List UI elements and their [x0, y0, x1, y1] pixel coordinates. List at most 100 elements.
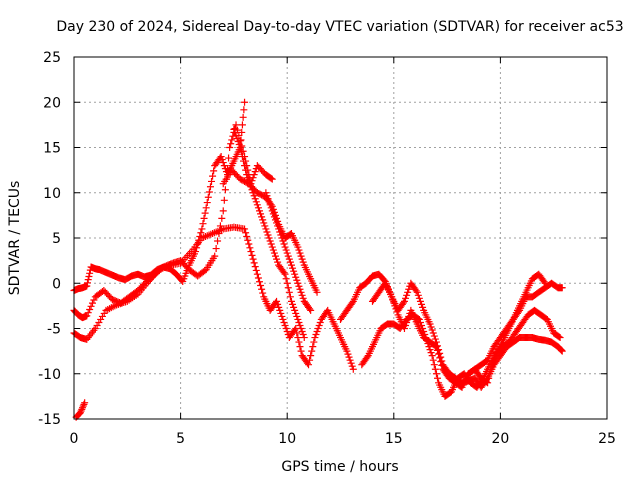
data-point	[299, 294, 307, 302]
data-point	[434, 342, 442, 350]
data-point	[246, 180, 254, 188]
x-tick-label: 20	[491, 431, 509, 447]
data-point	[305, 361, 313, 369]
data-point	[416, 318, 424, 326]
data-point	[83, 282, 91, 290]
data-point	[250, 171, 258, 179]
data-point	[294, 315, 302, 323]
data-point	[239, 157, 247, 165]
data-point	[218, 214, 226, 222]
y-tick-label: 25	[43, 50, 61, 66]
data-point	[203, 199, 211, 207]
data-point	[239, 113, 247, 121]
data-point	[252, 266, 260, 274]
data-point	[313, 328, 321, 336]
data-point	[298, 291, 306, 299]
data-point	[344, 350, 352, 358]
data-point	[232, 121, 240, 129]
data-point	[286, 258, 294, 266]
data-point	[263, 228, 271, 236]
data-point	[76, 409, 84, 417]
data-point	[296, 249, 304, 257]
data-point	[257, 210, 265, 218]
data-point	[245, 177, 253, 185]
data-point	[415, 294, 423, 302]
y-tick-label: 20	[43, 95, 61, 111]
data-point	[345, 353, 353, 361]
data-point	[422, 334, 430, 342]
data-point	[432, 370, 440, 378]
data-point	[250, 192, 258, 200]
data-point	[218, 156, 226, 164]
chart-title: Day 230 of 2024, Sidereal Day-to-day VTE…	[56, 19, 623, 35]
data-point	[431, 335, 439, 343]
data-point	[277, 309, 285, 317]
data-point	[245, 240, 253, 248]
data-point	[210, 167, 218, 175]
data-point	[88, 299, 96, 307]
data-point	[310, 338, 318, 346]
data-point	[427, 349, 435, 357]
data-point	[241, 162, 249, 170]
data-point	[84, 309, 92, 317]
data-point	[205, 188, 213, 196]
data-point	[418, 321, 426, 329]
data-point	[277, 231, 285, 239]
data-point	[258, 213, 266, 221]
data-point	[425, 343, 433, 351]
data-point	[432, 338, 440, 346]
data-point	[316, 318, 324, 326]
data-point	[273, 255, 281, 263]
data-point	[423, 337, 431, 345]
data-point	[280, 269, 288, 277]
data-point	[267, 240, 275, 248]
x-tick-label: 5	[176, 431, 185, 447]
data-point	[273, 219, 281, 227]
data-point	[231, 128, 239, 136]
data-point	[415, 315, 423, 323]
data-point	[295, 338, 303, 346]
data-point	[265, 234, 273, 242]
x-tick-label: 0	[70, 431, 79, 447]
data-point	[287, 261, 295, 269]
data-point	[266, 201, 274, 209]
y-ticks: 25 20 15 10 5 0 -5 -10 -15	[38, 50, 607, 428]
data-point	[259, 216, 267, 224]
data-point	[348, 299, 356, 307]
data-point	[280, 240, 288, 248]
data-point	[87, 302, 95, 310]
data-point	[261, 222, 269, 230]
data-point	[294, 334, 302, 342]
data-point	[312, 331, 320, 339]
data-point	[283, 249, 291, 257]
data-point	[297, 347, 305, 355]
data-point	[292, 309, 300, 317]
data-point	[201, 209, 209, 217]
y-tick-label: 10	[43, 186, 61, 202]
data-point	[251, 168, 259, 176]
data-point	[200, 214, 208, 222]
data-point	[555, 333, 563, 341]
data-point	[243, 232, 251, 240]
data-point	[290, 267, 298, 275]
data-point	[430, 361, 438, 369]
data-point	[217, 153, 225, 161]
data-point	[253, 201, 261, 209]
data-point	[414, 291, 422, 299]
data-point	[267, 174, 275, 182]
data-point	[260, 219, 268, 227]
data-point	[541, 279, 549, 287]
data-point	[263, 192, 271, 200]
series-track-7	[262, 189, 315, 314]
data-point	[300, 334, 308, 342]
data-point	[429, 329, 437, 337]
data-point	[426, 320, 434, 328]
data-point	[219, 159, 227, 167]
data-point	[289, 300, 297, 308]
data-point	[265, 198, 273, 206]
data-point	[363, 353, 371, 361]
data-point	[308, 347, 316, 355]
series-track-4	[72, 399, 89, 421]
data-point	[299, 331, 307, 339]
data-point	[274, 222, 282, 230]
